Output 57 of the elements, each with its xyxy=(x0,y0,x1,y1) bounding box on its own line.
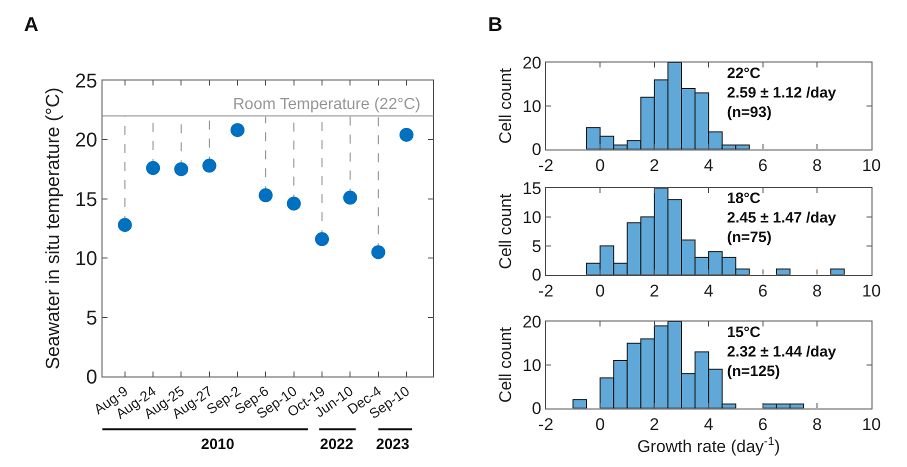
point xyxy=(146,161,160,176)
y-axis-title: Seawater in situ temperature (°C) xyxy=(42,87,64,370)
x-tick-label: 10 xyxy=(862,281,881,300)
text: 2010 xyxy=(201,436,234,453)
text: 2022 xyxy=(320,436,354,453)
x-tick-label: 4 xyxy=(704,414,714,434)
x-tick-label: 4 xyxy=(704,156,714,175)
point xyxy=(174,162,188,176)
x-tick-label: 8 xyxy=(812,414,822,434)
x-tick-label: 4 xyxy=(704,281,714,300)
text: B xyxy=(488,14,502,36)
x-tick-label: 0 xyxy=(595,281,605,300)
ref-line-label: Room Temperature (22°C) xyxy=(233,96,421,113)
point xyxy=(314,232,329,246)
x-tick-label: 2 xyxy=(650,281,660,300)
y-tick-label: 10 xyxy=(522,208,542,227)
x-tick-label: 8 xyxy=(812,281,822,300)
text: 2023 xyxy=(376,436,410,453)
text: A xyxy=(24,14,38,36)
y-axis-title: Cell count xyxy=(496,326,515,403)
x-tick-label: 8 xyxy=(812,156,822,175)
point xyxy=(343,190,358,205)
x-tick-label: 6 xyxy=(758,414,768,434)
y-tick-label: 0 xyxy=(86,366,98,389)
x-tick-label: 2 xyxy=(650,414,660,434)
annotation: 18°C 2.45 ± 1.47 /day (n=75) xyxy=(727,190,837,246)
x-tick-label: 10 xyxy=(862,156,881,175)
x-tick-label: 6 xyxy=(758,156,768,175)
y-axis-title: Cell count xyxy=(496,193,515,270)
x-tick-label: 2 xyxy=(650,156,660,175)
x-tick-label: 0 xyxy=(595,156,605,175)
y-tick-label: 10 xyxy=(522,356,542,375)
point xyxy=(371,245,386,260)
point xyxy=(399,128,414,142)
y-tick-label: 15 xyxy=(75,188,98,211)
annotation: 22°C 2.59 ± 1.12 /day (n=93) xyxy=(727,65,837,121)
point xyxy=(230,123,245,138)
x-tick-label: 0 xyxy=(595,414,605,434)
point xyxy=(286,196,301,211)
x-tick-label: 10 xyxy=(862,414,881,434)
y-tick-label: 25 xyxy=(75,70,98,92)
x-tick-label: -2 xyxy=(538,414,554,434)
y-tick-label: 5 xyxy=(532,236,542,256)
annotation: 15°C 2.32 ± 1.44 /day (n=125) xyxy=(727,324,837,380)
point xyxy=(118,218,132,232)
y-axis-title: Cell count xyxy=(496,68,515,144)
point xyxy=(202,158,216,173)
y-tick-label: 10 xyxy=(522,96,542,116)
y-tick-label: 10 xyxy=(75,248,98,270)
y-tick-label: 20 xyxy=(522,53,542,72)
point xyxy=(258,188,273,202)
y-tick-label: 15 xyxy=(522,178,542,198)
y-tick-label: 20 xyxy=(75,130,98,152)
x-axis-title: Growth rate (day$^{-1}$) xyxy=(637,434,780,456)
x-tick-label: 6 xyxy=(758,281,768,300)
y-tick-label: 20 xyxy=(522,312,542,332)
y-tick-label: 5 xyxy=(86,307,98,330)
